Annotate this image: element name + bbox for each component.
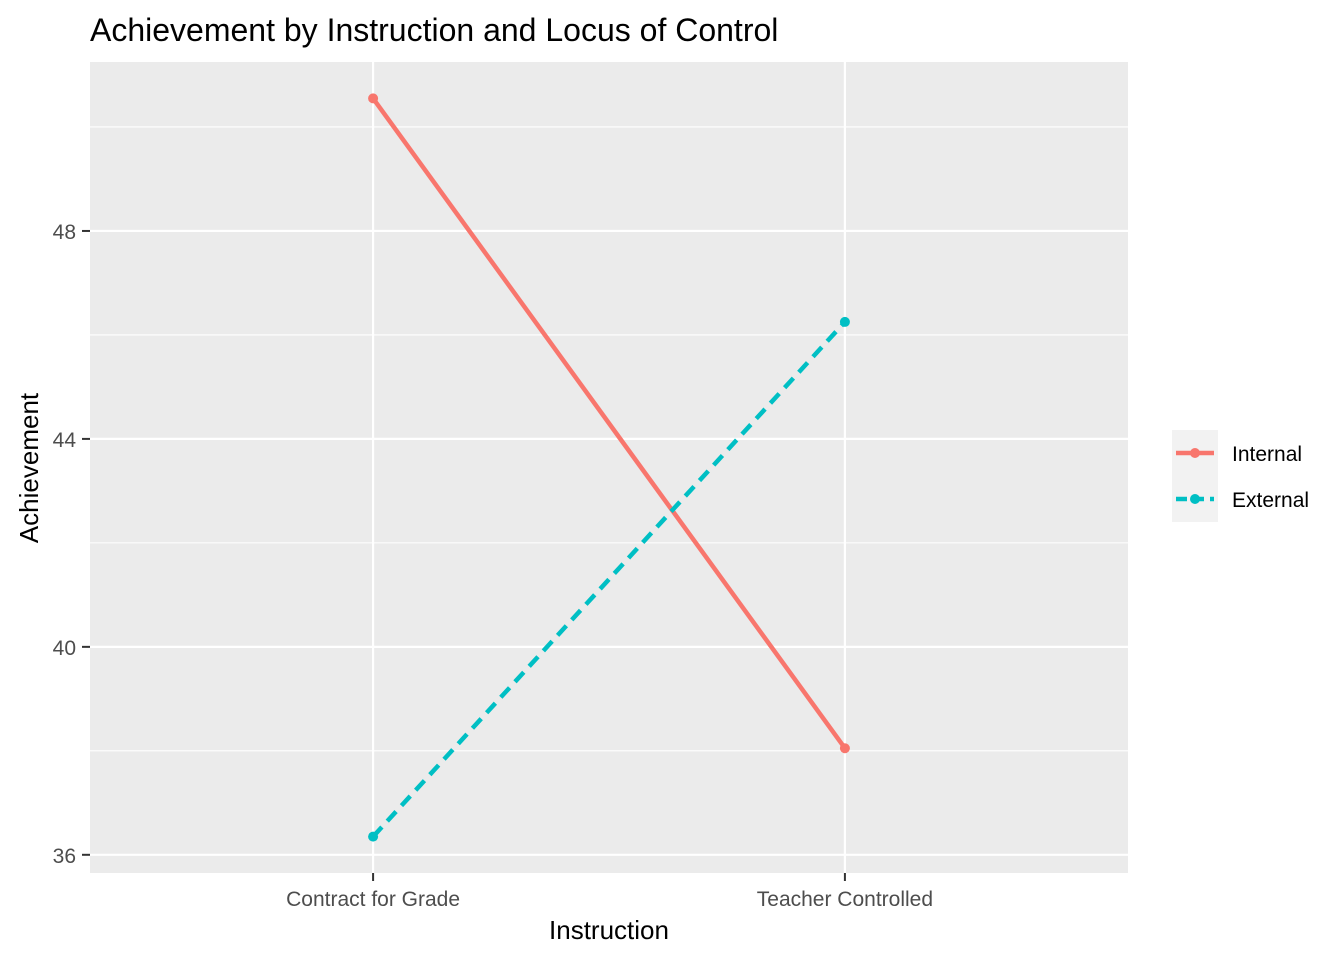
y-tick-labels: 36 40 44 48 [53,221,77,868]
legend-point-external [1190,494,1200,504]
data-point-external [368,831,379,842]
data-point-external [839,316,850,327]
grid-major [90,62,1128,873]
series-points [368,93,850,842]
y-tick-label: 44 [53,429,77,452]
grid-minor [90,126,1128,752]
series-line-external [371,320,847,839]
x-axis-title: Instruction [549,915,669,945]
y-tick-label: 48 [53,221,76,244]
y-tick-label: 40 [53,637,76,660]
data-point-internal [368,93,379,104]
data-point-internal [839,743,850,754]
y-axis-title: Achievement [14,392,44,543]
legend-label-internal: Internal [1232,443,1302,466]
chart-title: Achievement by Instruction and Locus of … [90,12,778,48]
legend-label-external: External [1232,489,1309,512]
x-tick-label: Teacher Controlled [757,888,933,911]
y-tick-label: 36 [53,845,76,868]
x-tick-labels: Contract for Grade Teacher Controlled [286,888,933,911]
axis-ticks [82,229,846,881]
legend-point-internal [1190,448,1200,458]
plot-panel [90,62,1128,873]
x-tick-label: Contract for Grade [286,888,460,911]
legend-key-background [1172,430,1218,522]
series-line-internal [371,97,847,750]
series-lines [371,97,847,839]
legend: Internal External [1172,430,1309,522]
